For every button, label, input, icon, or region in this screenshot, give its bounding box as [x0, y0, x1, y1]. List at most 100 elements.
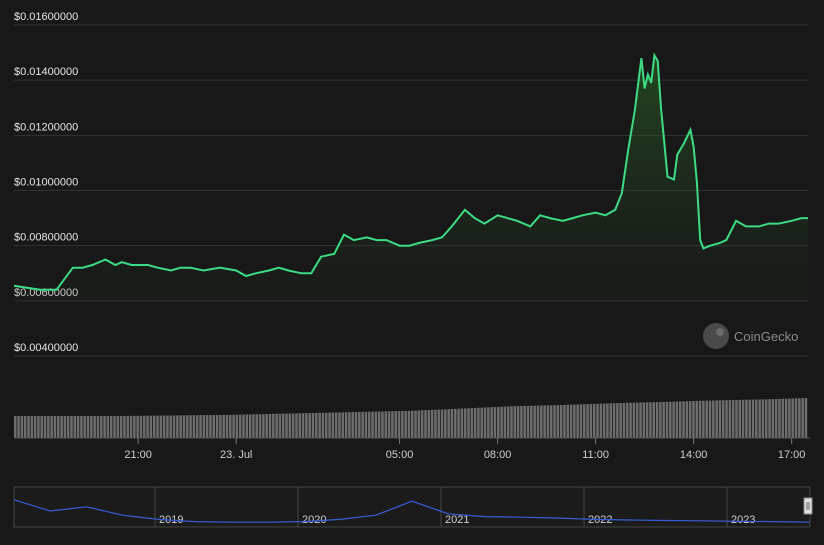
- volume-bar: [195, 415, 199, 438]
- volume-bar: [755, 399, 758, 438]
- volume-bar: [258, 414, 262, 438]
- volume-bar: [662, 401, 665, 438]
- y-tick-label: $0.01600000: [14, 11, 78, 23]
- volume-bar: [569, 404, 573, 438]
- volume-bar: [80, 416, 83, 438]
- volume-bar: [751, 399, 755, 438]
- volume-bar: [86, 416, 90, 438]
- volume-bar: [566, 404, 569, 438]
- volume-bar: [275, 413, 278, 438]
- volume-bar: [17, 416, 20, 438]
- volume-bar: [546, 405, 550, 438]
- volume-bar: [559, 404, 563, 438]
- volume-bar: [682, 401, 685, 438]
- volume-bar: [96, 416, 100, 438]
- volume-bar: [712, 400, 715, 438]
- volume-bar: [384, 411, 388, 438]
- x-tick-label: 05:00: [386, 449, 414, 461]
- volume-bar: [599, 403, 603, 438]
- volume-bar: [655, 402, 659, 438]
- volume-bar: [798, 398, 801, 438]
- volume-bar: [364, 411, 368, 438]
- volume-bar: [457, 408, 460, 438]
- volume-bar: [715, 400, 718, 438]
- volume-bar: [513, 406, 517, 438]
- volume-bar: [788, 398, 791, 438]
- volume-bar: [705, 400, 708, 438]
- volume-bar: [109, 416, 113, 438]
- volume-bar: [23, 416, 27, 438]
- volume-bar: [602, 403, 606, 438]
- volume-bar: [321, 412, 325, 438]
- volume-bar: [348, 412, 351, 438]
- volume-bar: [424, 410, 427, 438]
- volume-bar: [725, 400, 728, 438]
- volume-bar: [133, 415, 136, 438]
- volume-bar: [688, 401, 692, 438]
- volume-bar: [149, 415, 153, 438]
- volume-bar: [387, 411, 391, 438]
- volume-bar: [116, 416, 120, 438]
- volume-bar: [182, 415, 186, 438]
- volume-bar: [235, 414, 239, 438]
- volume-bar: [781, 398, 785, 438]
- volume-bar: [202, 415, 206, 438]
- volume-bar: [172, 415, 176, 438]
- volume-bar: [331, 412, 335, 438]
- volume-bar: [265, 414, 268, 438]
- volume-bar: [407, 410, 411, 438]
- volume-bar: [123, 415, 126, 438]
- volume-bar: [748, 399, 751, 438]
- volume-bar: [649, 402, 652, 438]
- watermark-text: CoinGecko: [734, 329, 798, 344]
- y-tick-label: $0.00400000: [14, 342, 78, 354]
- volume-bar: [503, 406, 507, 438]
- navigator-line: [13, 499, 811, 523]
- volume-bars: [14, 398, 808, 438]
- volume-bar: [245, 414, 249, 438]
- volume-bar: [669, 401, 672, 438]
- volume-bar: [189, 415, 192, 438]
- volume-bar: [497, 406, 500, 438]
- volume-bar: [506, 406, 510, 438]
- volume-bar: [470, 408, 474, 438]
- volume-bar: [440, 409, 444, 438]
- volume-bar: [536, 405, 540, 438]
- volume-bar: [119, 416, 123, 438]
- coingecko-watermark: CoinGecko: [703, 323, 798, 349]
- volume-bar: [106, 416, 110, 438]
- volume-bar: [758, 399, 761, 438]
- y-tick-label: $0.01000000: [14, 177, 78, 189]
- volume-bar: [635, 402, 639, 438]
- navigator-handle[interactable]: [803, 497, 813, 515]
- volume-bar: [219, 414, 222, 438]
- volume-bar: [477, 407, 480, 438]
- volume-bar: [685, 401, 689, 438]
- volume-bar: [103, 416, 106, 438]
- volume-bar: [381, 411, 384, 438]
- volume-bar: [262, 414, 265, 438]
- volume-bar: [473, 407, 477, 438]
- volume-bar: [315, 412, 318, 438]
- volume-bar: [83, 416, 86, 438]
- volume-bar: [768, 399, 771, 438]
- volume-bar: [156, 415, 159, 438]
- volume-bar: [434, 409, 437, 438]
- range-navigator[interactable]: 2019 2020 2021 2022 2023: [13, 486, 813, 528]
- y-tick-label: $0.01200000: [14, 121, 78, 133]
- volume-bar: [20, 416, 24, 438]
- volume-bar: [735, 399, 738, 438]
- volume-bar: [530, 405, 533, 438]
- volume-bar: [652, 402, 656, 438]
- volume-bar: [136, 415, 139, 438]
- volume-bar: [328, 412, 331, 438]
- volume-bar: [298, 413, 302, 438]
- volume-bar: [152, 415, 156, 438]
- volume-bar: [285, 413, 288, 438]
- volume-bar: [794, 398, 798, 438]
- volume-bar: [358, 411, 361, 438]
- volume-bar: [447, 409, 450, 438]
- volume-bar: [176, 415, 179, 438]
- volume-bar: [596, 403, 599, 438]
